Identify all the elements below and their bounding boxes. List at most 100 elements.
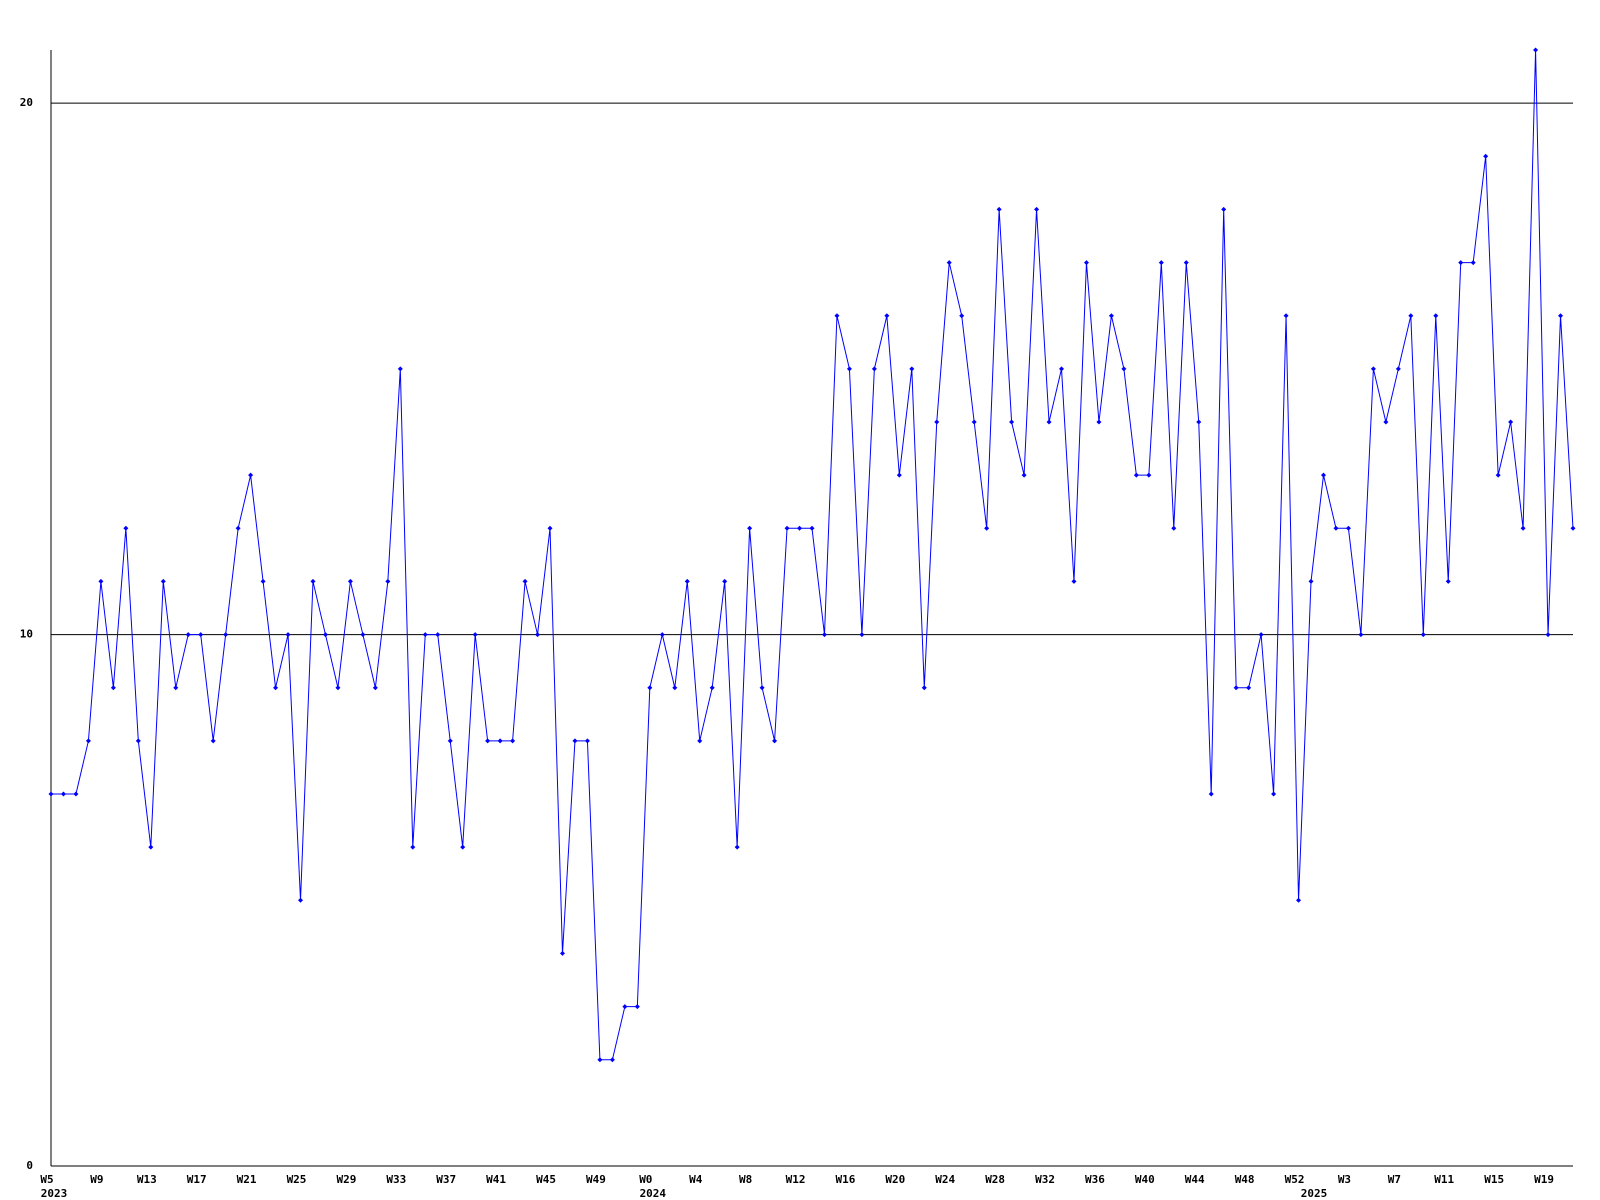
data-point bbox=[1320, 472, 1326, 478]
x-tick-label: W40 bbox=[1135, 1173, 1155, 1186]
data-point bbox=[772, 738, 778, 744]
x-tick-label: W32 bbox=[1035, 1173, 1055, 1186]
data-point bbox=[1258, 632, 1264, 638]
data-point bbox=[859, 632, 865, 638]
data-point bbox=[547, 525, 553, 531]
x-tick-label: W8 bbox=[739, 1173, 752, 1186]
y-tick-label: 10 bbox=[20, 628, 33, 641]
data-point bbox=[1083, 260, 1089, 266]
data-point bbox=[921, 685, 927, 691]
data-point bbox=[160, 578, 166, 584]
data-point bbox=[797, 525, 803, 531]
data-point bbox=[559, 950, 565, 956]
x-tick-label: W17 bbox=[187, 1173, 207, 1186]
data-point bbox=[1458, 260, 1464, 266]
data-point bbox=[85, 738, 91, 744]
data-point bbox=[1445, 578, 1451, 584]
data-point bbox=[372, 685, 378, 691]
data-point bbox=[60, 791, 66, 797]
data-point bbox=[659, 632, 665, 638]
data-point bbox=[298, 897, 304, 903]
data-point bbox=[1208, 791, 1214, 797]
data-point bbox=[896, 472, 902, 478]
data-point bbox=[1071, 578, 1077, 584]
data-point bbox=[1370, 366, 1376, 372]
data-point bbox=[1233, 685, 1239, 691]
data-point bbox=[385, 578, 391, 584]
y-tick-label: 20 bbox=[20, 96, 33, 109]
data-point bbox=[485, 738, 491, 744]
data-point bbox=[984, 525, 990, 531]
data-point bbox=[722, 578, 728, 584]
x-tick-label: W4 bbox=[689, 1173, 703, 1186]
data-point bbox=[672, 685, 678, 691]
data-point bbox=[1146, 472, 1152, 478]
data-point bbox=[535, 632, 541, 638]
data-point bbox=[1059, 366, 1065, 372]
data-point bbox=[1333, 525, 1339, 531]
data-point bbox=[347, 578, 353, 584]
data-point bbox=[1034, 206, 1040, 212]
data-point bbox=[1133, 472, 1139, 478]
data-point bbox=[821, 632, 827, 638]
data-point bbox=[1520, 525, 1526, 531]
x-tick-label: W33 bbox=[386, 1173, 406, 1186]
data-point bbox=[210, 738, 216, 744]
data-point bbox=[1358, 632, 1364, 638]
data-point bbox=[647, 685, 653, 691]
data-point bbox=[684, 578, 690, 584]
data-point bbox=[1096, 419, 1102, 425]
x-tick-label: W13 bbox=[137, 1173, 157, 1186]
x-tick-label: W25 bbox=[287, 1173, 307, 1186]
data-point bbox=[759, 685, 765, 691]
data-point bbox=[846, 366, 852, 372]
data-point bbox=[572, 738, 578, 744]
data-point bbox=[310, 578, 316, 584]
x-tick-label: W29 bbox=[336, 1173, 356, 1186]
data-point bbox=[1533, 47, 1539, 53]
data-point bbox=[809, 525, 815, 531]
data-point bbox=[1196, 419, 1202, 425]
data-point bbox=[1308, 578, 1314, 584]
data-point bbox=[1558, 313, 1564, 319]
data-point bbox=[1296, 897, 1302, 903]
data-point bbox=[734, 844, 740, 850]
x-tick-label: W36 bbox=[1085, 1173, 1105, 1186]
data-point bbox=[1420, 632, 1426, 638]
data-point bbox=[1545, 632, 1551, 638]
data-point bbox=[597, 1057, 603, 1063]
x-tick-label: W16 bbox=[835, 1173, 855, 1186]
data-point bbox=[173, 685, 179, 691]
x-tick-label: W41 bbox=[486, 1173, 506, 1186]
x-tick-label: W52 bbox=[1285, 1173, 1305, 1186]
data-point bbox=[1121, 366, 1127, 372]
data-point bbox=[909, 366, 915, 372]
data-point bbox=[1408, 313, 1414, 319]
data-point bbox=[609, 1057, 615, 1063]
data-point bbox=[447, 738, 453, 744]
x-tick-label: W37 bbox=[436, 1173, 456, 1186]
data-point bbox=[1271, 791, 1277, 797]
data-point bbox=[1470, 260, 1476, 266]
x-tick-label: W20 bbox=[885, 1173, 905, 1186]
x-tick-label: W5 bbox=[40, 1173, 53, 1186]
data-point bbox=[1395, 366, 1401, 372]
data-point bbox=[634, 1004, 640, 1010]
data-point bbox=[410, 844, 416, 850]
x-year-label: 2025 bbox=[1301, 1187, 1328, 1200]
data-point bbox=[273, 685, 279, 691]
data-point bbox=[1495, 472, 1501, 478]
data-point bbox=[622, 1004, 628, 1010]
data-point bbox=[1221, 206, 1227, 212]
x-year-label: 2023 bbox=[41, 1187, 68, 1200]
x-tick-label: W44 bbox=[1185, 1173, 1205, 1186]
data-point bbox=[1183, 260, 1189, 266]
data-point bbox=[1171, 525, 1177, 531]
data-point bbox=[110, 685, 116, 691]
data-point bbox=[996, 206, 1002, 212]
data-point bbox=[871, 366, 877, 372]
data-point bbox=[584, 738, 590, 744]
data-point bbox=[223, 632, 229, 638]
data-point bbox=[335, 685, 341, 691]
x-tick-label: W11 bbox=[1434, 1173, 1454, 1186]
